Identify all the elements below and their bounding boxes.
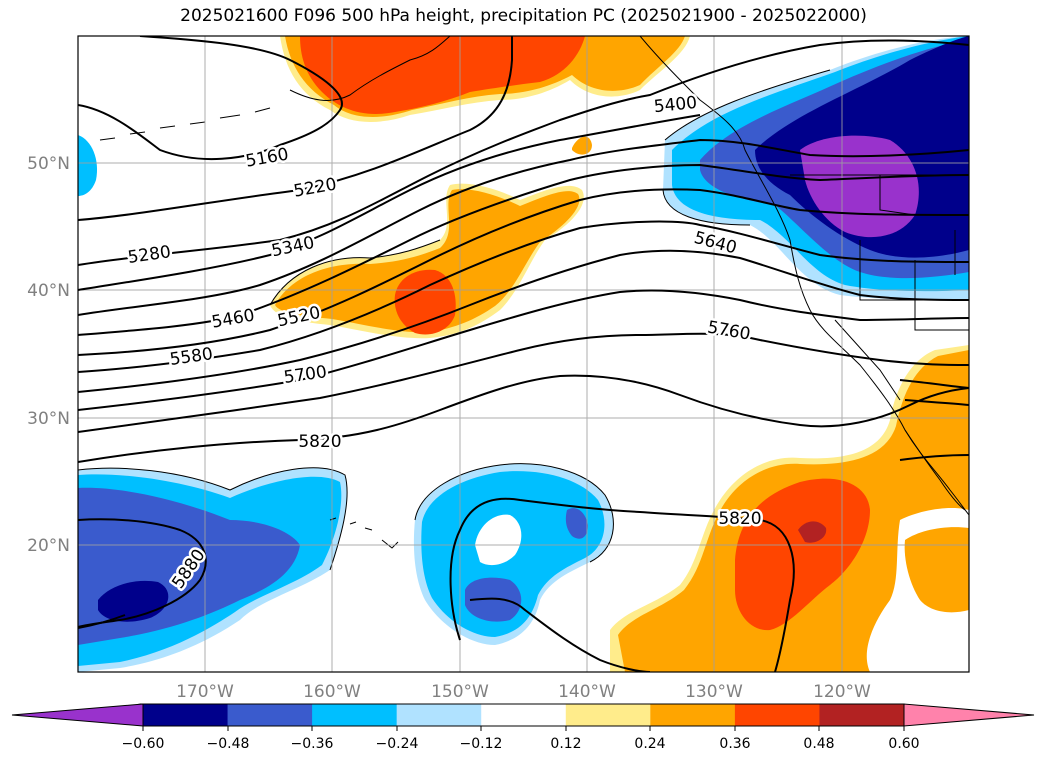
- lat-label-50n: 50°N: [27, 154, 70, 174]
- contour-5160: [78, 36, 343, 161]
- lon-label-160w: 160°W: [303, 682, 361, 702]
- contour-5520: [78, 188, 969, 356]
- colorbar-ticks: [142, 726, 905, 731]
- colorbar-segments: [12, 704, 1034, 726]
- colorbar-segment-8: [734, 704, 820, 726]
- contour-5340: [78, 114, 701, 291]
- colorbar-label-4: −0.24: [376, 736, 419, 752]
- contour-5640: [78, 249, 969, 393]
- positive-anomaly-se-red: [735, 478, 870, 631]
- contour-label-5820-south: 5820: [718, 509, 761, 529]
- precip-outline-central: [414, 463, 614, 563]
- lon-label-140w: 140°W: [558, 682, 616, 702]
- contour-se-right: [899, 379, 969, 461]
- colorbar-extend-right: [904, 704, 1034, 726]
- state-border-1: [879, 175, 916, 216]
- state-border-4: [834, 319, 901, 401]
- contour-5280: [78, 39, 969, 266]
- positive-anomaly-se-gap-orange: [904, 527, 969, 613]
- lat-label-30n: 30°N: [27, 409, 70, 429]
- lon-label-170w: 170°W: [176, 682, 234, 702]
- lat-label-40n: 40°N: [27, 281, 70, 301]
- map-panel: 5160 5220 5280 5340 5400 5460 5520 5580 …: [78, 36, 969, 672]
- colorbar-frame: [142, 703, 905, 727]
- colorbar-label-10: 0.60: [888, 736, 919, 752]
- chart-title: 2025021600 F096 500 hPa height, precipit…: [180, 6, 867, 26]
- colorbar-extend-left: [12, 704, 143, 726]
- precip-outline-ne: [662, 69, 831, 226]
- colorbar: −0.60 −0.48 −0.36 −0.24 −0.12 0.12 0.24 …: [11, 703, 1035, 752]
- state-border-3: [914, 260, 969, 331]
- contour-5700: [78, 289, 969, 411]
- colorbar-segment-4: [396, 704, 482, 726]
- contour-5820-north: [78, 374, 969, 463]
- hawaii-islands: [329, 517, 399, 549]
- colorbar-segment-7: [650, 704, 736, 726]
- colorbar-label-7: 0.24: [634, 736, 665, 752]
- lon-label-150w: 150°W: [431, 682, 489, 702]
- positive-anomaly-se-darkred: [798, 521, 827, 543]
- negative-anomaly-west-edge: [78, 135, 98, 196]
- colorbar-label-8: 0.36: [719, 736, 750, 752]
- latitude-labels: 50°N 40°N 30°N 20°N: [27, 154, 70, 556]
- colorbar-segment-1: [143, 704, 229, 726]
- coastlines: [78, 36, 969, 571]
- map-frame: [77, 35, 970, 673]
- colorbar-segment-2: [227, 704, 313, 726]
- colorbar-labels: −0.60 −0.48 −0.36 −0.24 −0.12 0.12 0.24 …: [122, 736, 920, 752]
- contour-south-inner: [469, 597, 651, 672]
- height-contours: [78, 36, 969, 672]
- lat-label-20n: 20°N: [27, 536, 70, 556]
- contour-5460: [78, 163, 969, 336]
- colorbar-segment-9: [819, 704, 905, 726]
- baja-coast: [904, 429, 966, 511]
- colorbar-segment-6: [565, 704, 651, 726]
- negative-anomaly-central-blue-2: [565, 508, 588, 539]
- contour-5580: [78, 220, 969, 373]
- contour-5880: [78, 518, 207, 628]
- negative-anomaly-central-hole: [475, 514, 522, 566]
- colorbar-label-2: −0.48: [207, 736, 250, 752]
- positive-anomaly-north-red: [300, 36, 585, 114]
- colorbar-label-5: −0.12: [460, 736, 503, 752]
- colorbar-label-6: 0.12: [550, 736, 581, 752]
- lon-label-120w: 120°W: [813, 682, 871, 702]
- precip-outline-band: [269, 239, 441, 306]
- contour-5400: [78, 138, 969, 316]
- contour-5220: [78, 36, 513, 221]
- colorbar-label-1: −0.60: [122, 736, 165, 752]
- contour-5880-inner: [78, 614, 126, 629]
- colorbar-label-9: 0.48: [803, 736, 834, 752]
- precip-outline-sw: [78, 467, 348, 571]
- colorbar-segment-3: [312, 704, 398, 726]
- longitude-labels: 170°W 160°W 150°W 140°W 130°W 120°W: [176, 682, 871, 702]
- positive-anomaly-band-red: [394, 269, 456, 335]
- alaska-coast: [289, 36, 451, 101]
- contour-5820-south: [449, 497, 795, 672]
- contour-label-5820-north: 5820: [298, 432, 341, 452]
- colorbar-label-3: −0.36: [291, 736, 334, 752]
- colorbar-segment-5: [481, 704, 567, 726]
- contour-5760: [78, 332, 969, 433]
- lon-label-130w: 130°W: [685, 682, 743, 702]
